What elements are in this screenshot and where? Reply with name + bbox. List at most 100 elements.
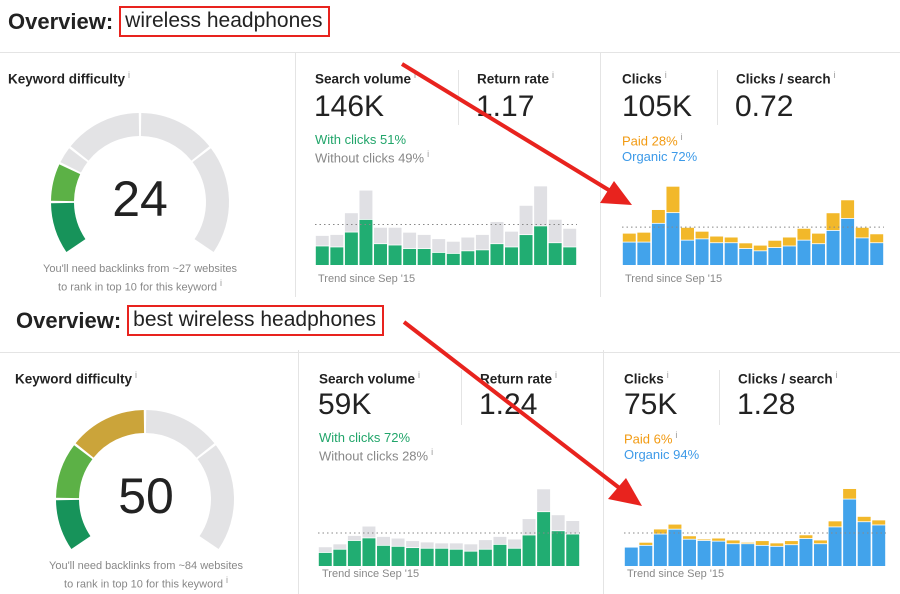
bar-organic [755, 545, 769, 566]
info-icon[interactable]: i [555, 370, 558, 380]
info-icon[interactable]: i [680, 132, 683, 142]
bar-paid [782, 237, 796, 246]
divider [0, 52, 900, 53]
bar-paid [639, 542, 653, 545]
bar-paid [784, 541, 798, 545]
bar-organic [812, 244, 825, 265]
paid-clicks-stat: Paid 6% i [624, 430, 678, 447]
bar-paid [697, 539, 711, 541]
bar-paid [753, 245, 767, 251]
overview-panel-best-wireless-headphones: Overview: best wireless headphones Keywo… [0, 297, 900, 594]
gauge-segment-filled [75, 410, 145, 458]
bar-without-clicks [464, 544, 478, 551]
search-volume-label: Search volume i [319, 370, 421, 387]
trend-label: Trend since Sep '15 [322, 568, 420, 580]
search-volume-value: 59K [318, 388, 372, 421]
trend-label: Trend since Sep '15 [318, 273, 416, 285]
bar-paid [695, 231, 709, 239]
divider [717, 70, 718, 125]
info-icon[interactable]: i [833, 70, 836, 80]
bar-organic [666, 213, 680, 265]
bar-with-clicks [344, 232, 358, 265]
bar-with-clicks [359, 219, 373, 265]
bar-with-clicks [551, 531, 565, 566]
info-icon[interactable]: i [135, 370, 138, 380]
bar-organic [710, 243, 724, 265]
trend-label: Trend since Sep '15 [627, 568, 725, 580]
bar-with-clicks [519, 235, 533, 265]
bar-without-clicks [551, 515, 565, 531]
bar-paid [724, 237, 738, 243]
info-icon[interactable]: i [675, 430, 678, 440]
bar-without-clicks [377, 536, 390, 545]
info-icon[interactable]: i [418, 370, 421, 380]
gauge-segment-empty [192, 148, 229, 253]
info-icon[interactable]: i [219, 278, 222, 288]
bar-organic [637, 242, 651, 265]
gauge-segment-empty [145, 410, 215, 458]
bar-with-clicks [362, 538, 376, 566]
bar-organic [753, 251, 767, 265]
keyword-difficulty-score: 50 [118, 468, 174, 524]
gauge-segment-filled [56, 445, 93, 499]
divider [461, 370, 462, 425]
bar-paid [826, 213, 840, 231]
without-clicks-stat: Without clicks 28% i [319, 447, 434, 464]
bar-without-clicks [330, 234, 344, 247]
divider [298, 350, 299, 594]
bar-paid [666, 186, 680, 213]
bar-organic [651, 223, 665, 265]
bar-paid [797, 228, 811, 240]
divider [719, 370, 720, 425]
keyword-difficulty-gauge [51, 113, 229, 253]
bar-with-clicks [391, 546, 405, 566]
bar-organic [739, 248, 753, 265]
bar-without-clicks [522, 519, 536, 535]
overview-title: Overview: wireless headphones [8, 6, 331, 37]
gauge-segment-filled [51, 202, 86, 253]
bar-organic [726, 544, 740, 566]
bar-without-clicks [446, 241, 460, 254]
gauge-segment-filled [56, 499, 91, 550]
bar-with-clicks [347, 540, 361, 566]
bar-with-clicks [417, 248, 431, 265]
divider [603, 350, 604, 594]
return-rate-value: 1.24 [479, 388, 538, 421]
info-icon[interactable]: i [225, 575, 228, 585]
bar-without-clicks [362, 526, 376, 538]
clicks-label: Clicks i [622, 70, 667, 87]
divider [600, 53, 601, 297]
info-icon[interactable]: i [414, 70, 417, 80]
bar-organic [797, 240, 811, 265]
clicks-per-search-label: Clicks / search i [736, 70, 836, 87]
info-icon[interactable]: i [552, 70, 555, 80]
bar-without-clicks [318, 547, 332, 553]
bar-without-clicks [420, 542, 434, 548]
bar-paid [681, 227, 694, 240]
bar-with-clicks [563, 247, 577, 265]
keyword-difficulty-gauge [56, 410, 234, 550]
bar-without-clicks [548, 219, 562, 243]
bar-without-clicks [388, 227, 402, 245]
bar-with-clicks [315, 246, 329, 265]
info-icon[interactable]: i [664, 70, 667, 80]
info-icon[interactable]: i [431, 447, 434, 457]
bar-with-clicks [406, 548, 420, 566]
bar-paid [812, 233, 825, 244]
bar-with-clicks [333, 549, 347, 566]
overview-label: Overview: [16, 307, 122, 333]
info-icon[interactable]: i [427, 149, 430, 159]
info-icon[interactable]: i [835, 370, 838, 380]
bar-paid [712, 538, 726, 541]
info-icon[interactable]: i [128, 70, 131, 80]
bar-paid [870, 234, 884, 243]
info-icon[interactable]: i [666, 370, 669, 380]
bar-organic [653, 534, 667, 566]
divider [295, 53, 296, 297]
bar-with-clicks [478, 549, 492, 566]
keyword-difficulty-label: Keyword difficulty i [15, 370, 138, 387]
clicks-value: 75K [624, 388, 678, 421]
bar-organic [724, 243, 738, 265]
bar-organic [770, 546, 784, 566]
bar-paid [872, 520, 886, 525]
